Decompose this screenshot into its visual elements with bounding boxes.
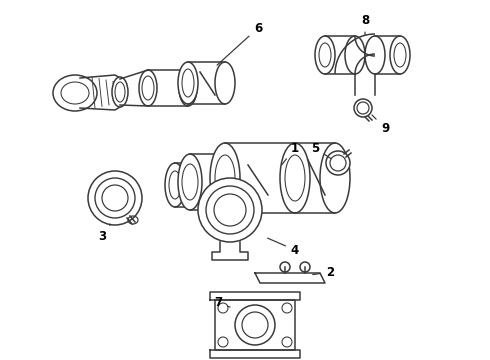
Ellipse shape	[315, 36, 335, 74]
Ellipse shape	[179, 70, 197, 106]
Ellipse shape	[178, 62, 198, 104]
Ellipse shape	[165, 163, 185, 207]
Ellipse shape	[139, 70, 157, 106]
Text: 9: 9	[372, 115, 389, 135]
Ellipse shape	[88, 171, 142, 225]
Text: 5: 5	[311, 141, 331, 158]
Text: 3: 3	[98, 224, 110, 243]
Ellipse shape	[345, 36, 365, 74]
Text: 8: 8	[361, 13, 369, 35]
Ellipse shape	[326, 151, 350, 175]
Ellipse shape	[213, 154, 237, 210]
Ellipse shape	[53, 75, 97, 111]
Text: 7: 7	[214, 297, 230, 310]
Ellipse shape	[210, 143, 240, 213]
Ellipse shape	[112, 77, 128, 107]
Text: 2: 2	[313, 266, 334, 279]
Text: 6: 6	[217, 22, 262, 65]
Ellipse shape	[365, 36, 385, 74]
Ellipse shape	[215, 62, 235, 104]
Ellipse shape	[178, 154, 202, 210]
Ellipse shape	[280, 143, 310, 213]
Ellipse shape	[198, 178, 262, 242]
Ellipse shape	[354, 99, 372, 117]
Ellipse shape	[390, 36, 410, 74]
Ellipse shape	[180, 163, 200, 207]
Text: 1: 1	[282, 141, 299, 165]
Text: 4: 4	[268, 238, 299, 256]
Ellipse shape	[320, 143, 350, 213]
